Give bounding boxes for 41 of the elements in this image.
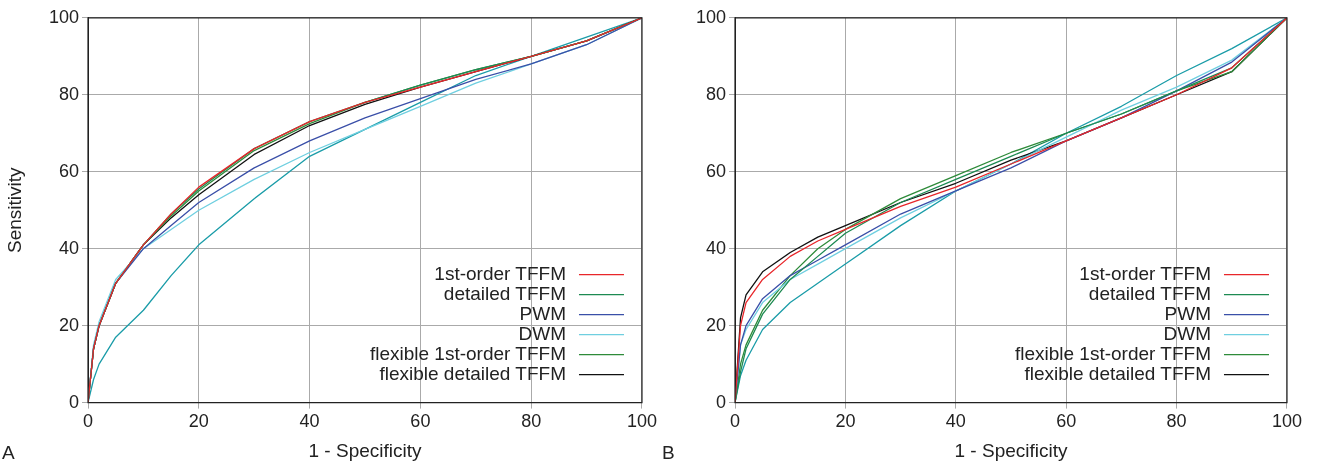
text: B: [662, 441, 675, 463]
text: A: [2, 441, 15, 463]
x-tick-label: 20: [188, 411, 209, 432]
x-tick-label: 100: [1271, 411, 1303, 432]
y-tick-label: 60: [58, 160, 79, 181]
legend-label: PWM: [519, 302, 566, 324]
y-tick-label: 0: [68, 391, 79, 412]
legend-label: flexible detailed TFFM: [1024, 362, 1211, 384]
y-tick-label: 40: [705, 237, 726, 258]
legend-label: DWM: [1163, 322, 1211, 344]
y-tick-label: 20: [58, 314, 79, 335]
y-tick-label: 0: [715, 391, 726, 412]
x-tick-label: 0: [82, 411, 94, 432]
legend-label: detailed TFFM: [1088, 282, 1211, 304]
x-tick-label: 80: [521, 411, 542, 432]
x-tick-label: 80: [1166, 411, 1187, 432]
x-tick-label: 20: [835, 411, 856, 432]
x-tick-label: 40: [945, 411, 966, 432]
y-axis-title: Sensitivity: [3, 166, 25, 253]
legend-label: DWM: [518, 322, 566, 344]
x-tick-label: 100: [626, 411, 658, 432]
legend-label: 1st-order TFFM: [434, 262, 566, 284]
x-tick-label: 60: [1056, 411, 1077, 432]
y-tick-label: 60: [705, 160, 726, 181]
x-tick-label: 60: [410, 411, 431, 432]
y-tick-label: 100: [695, 6, 726, 27]
x-axis-title: 1 - Specificity: [308, 439, 422, 461]
y-tick-label: 20: [705, 314, 726, 335]
x-tick-label: 0: [729, 411, 741, 432]
x-axis-title: 1 - Specificity: [954, 439, 1068, 461]
legend-label: flexible 1st-order TFFM: [1014, 342, 1211, 364]
y-tick-label: 100: [48, 6, 79, 27]
legend-label: 1st-order TFFM: [1079, 262, 1211, 284]
y-tick-label: 80: [705, 83, 726, 104]
y-tick-label: 80: [58, 83, 79, 104]
x-tick-label: 40: [299, 411, 320, 432]
legend-label: flexible detailed TFFM: [379, 362, 566, 384]
legend-label: detailed TFFM: [443, 282, 566, 304]
legend-label: PWM: [1164, 302, 1211, 324]
y-tick-label: 40: [58, 237, 79, 258]
legend-label: flexible 1st-order TFFM: [369, 342, 566, 364]
